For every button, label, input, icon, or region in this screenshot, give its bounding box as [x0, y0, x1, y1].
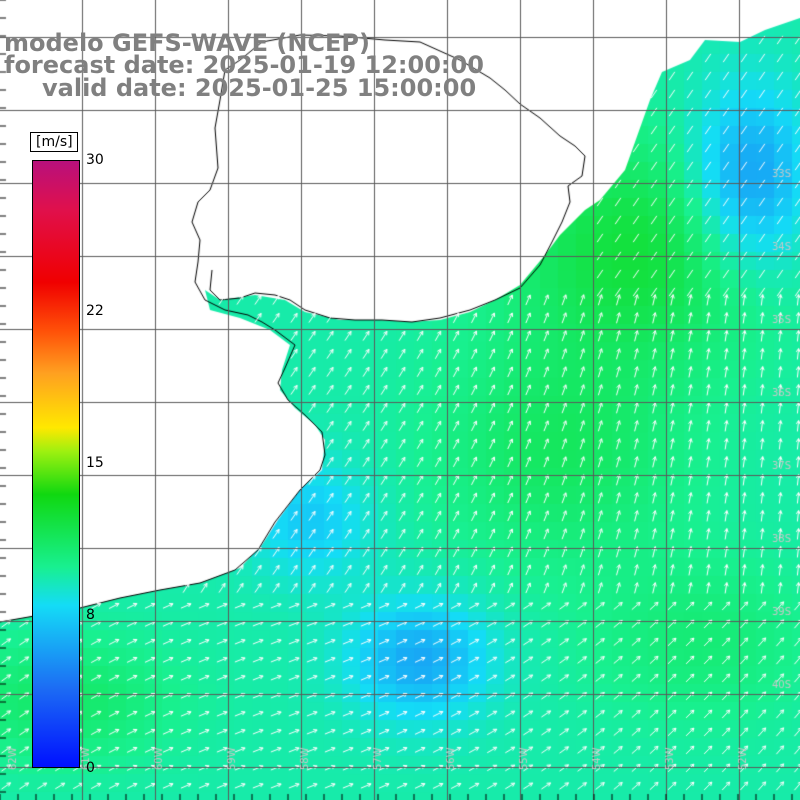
colorbar-tick-30: 30	[86, 152, 104, 168]
colorbar	[32, 160, 80, 768]
model-title: modelo GEFS-WAVE (NCEP)	[4, 29, 370, 57]
valid-date: valid date: 2025-01-25 15:00:00	[42, 74, 477, 102]
colorbar-tick-0: 0	[86, 760, 95, 776]
colorbar-tick-22: 22	[86, 303, 104, 319]
forecast-date: forecast date: 2025-01-19 12:00:00	[4, 51, 484, 79]
colorbar-tick-15: 15	[86, 455, 104, 471]
colorbar-unit-box	[30, 132, 78, 152]
colorbar-unit: [m/s]	[36, 134, 73, 150]
colorbar-tick-8: 8	[86, 607, 95, 623]
